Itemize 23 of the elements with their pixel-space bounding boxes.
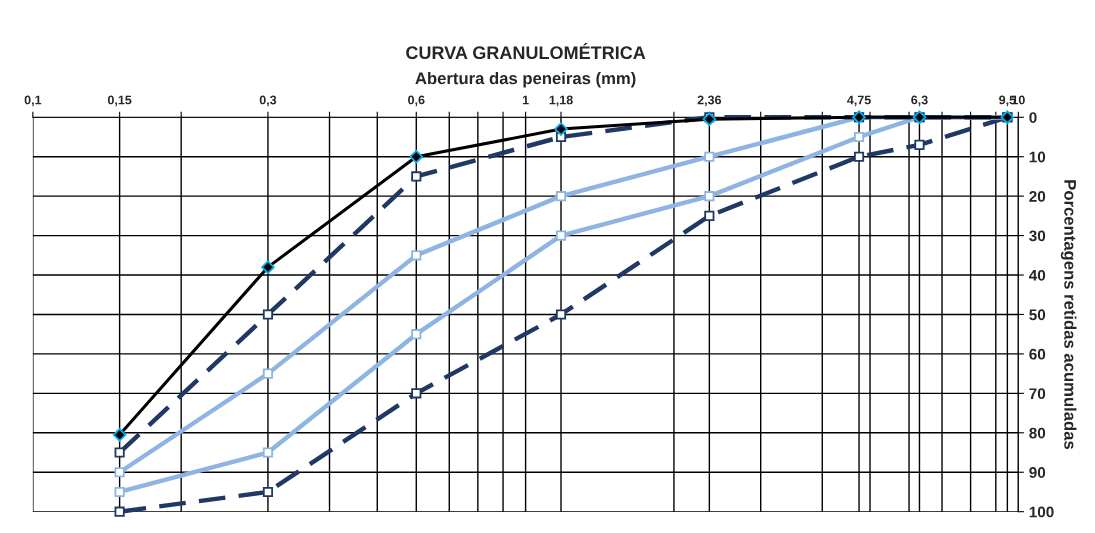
x-axis-title: Abertura das peneiras (mm) <box>415 72 636 88</box>
y-tick-label: 70 <box>1029 388 1046 400</box>
x-tick-label: 0,3 <box>259 95 277 107</box>
y-tick-label: 100 <box>1029 506 1054 518</box>
y-tick-label: 50 <box>1029 309 1046 321</box>
y-tick-label: 80 <box>1029 427 1046 439</box>
y-tick-label: 30 <box>1029 230 1046 242</box>
y-tick-label: 60 <box>1029 348 1046 360</box>
x-tick-label: 4,75 <box>847 95 871 107</box>
y-tick-label: 10 <box>1029 151 1046 163</box>
x-tick-label: 0,1 <box>24 95 42 107</box>
y-axis-title: Porcentagens retidas acumuladas <box>1060 180 1077 450</box>
x-tick-label: 1,18 <box>549 95 573 107</box>
chart-title: CURVA GRANULOMÉTRICA <box>406 42 646 60</box>
y-tick-label: 40 <box>1029 269 1046 281</box>
y-tick-label: 0 <box>1029 112 1037 123</box>
x-tick-label: 2,36 <box>697 95 722 107</box>
x-tick-label: 1 <box>522 95 529 105</box>
x-tick-label: 0,6 <box>408 95 425 107</box>
x-tick-label: 0,15 <box>107 95 132 107</box>
x-tick-label: 6,3 <box>911 95 928 107</box>
y-tick-label: 90 <box>1029 467 1046 478</box>
y-tick-label: 20 <box>1029 191 1046 202</box>
